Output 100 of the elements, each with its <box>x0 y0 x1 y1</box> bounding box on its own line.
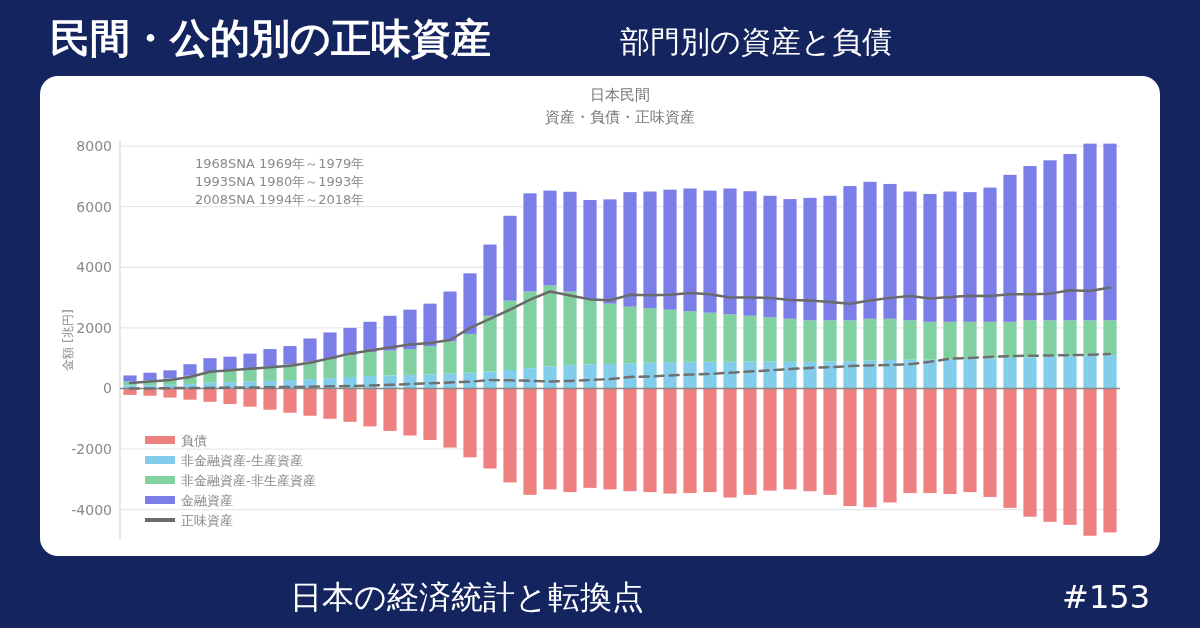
chart-subtitle: 資産・負債・正味資産 <box>545 108 695 126</box>
bar <box>283 388 297 413</box>
bar <box>343 327 357 356</box>
bar <box>783 361 797 389</box>
bar <box>363 388 377 427</box>
bar <box>463 273 477 334</box>
bar <box>583 364 597 389</box>
legend-label: 金融資産 <box>181 493 233 508</box>
text: 部門別の資産と負債 <box>620 24 892 59</box>
bar <box>483 244 497 316</box>
bar <box>503 215 517 301</box>
bar <box>983 358 997 389</box>
bar <box>703 312 717 362</box>
bar <box>1043 388 1057 522</box>
bar <box>403 349 417 375</box>
bar <box>923 388 937 494</box>
bar <box>803 197 817 321</box>
text: 民間・公的別の正味資産 <box>50 15 491 61</box>
bar <box>963 192 977 322</box>
bar <box>643 308 657 363</box>
bar <box>863 318 877 361</box>
bar <box>1063 388 1077 525</box>
bar <box>183 388 197 400</box>
bar <box>1103 388 1117 533</box>
bar <box>983 388 997 497</box>
bar <box>523 291 537 369</box>
text: #153 <box>1062 578 1150 616</box>
text: 日本の経済統計と転換点 <box>290 578 644 616</box>
bar <box>203 358 217 372</box>
bar <box>823 388 837 495</box>
bar <box>843 320 857 362</box>
y-tick-label: -4000 <box>71 501 112 518</box>
bar <box>703 361 717 389</box>
bar <box>603 303 617 364</box>
bar <box>1023 388 1037 517</box>
bar <box>483 315 497 372</box>
bar <box>343 355 357 377</box>
bar <box>963 388 977 493</box>
y-tick-label: 8000 <box>76 138 112 155</box>
bar <box>1003 174 1017 322</box>
legend-label: 非金融資産-非生産資産 <box>181 473 316 488</box>
bar <box>223 356 237 370</box>
bar <box>563 191 577 292</box>
bar <box>643 362 657 389</box>
bar <box>283 346 297 365</box>
bar <box>963 321 977 360</box>
bar <box>243 368 257 382</box>
bar <box>923 321 937 360</box>
bar <box>263 349 277 367</box>
bar <box>723 314 737 362</box>
bar <box>863 388 877 508</box>
bar <box>563 291 577 365</box>
annotation: 1968SNA 1969年～1979年 <box>195 156 365 171</box>
bar <box>743 361 757 389</box>
bar <box>423 303 437 347</box>
bar <box>403 388 417 436</box>
bar <box>523 368 537 389</box>
bar <box>1103 320 1117 356</box>
bar <box>703 190 717 313</box>
bar <box>783 199 797 319</box>
bar <box>863 360 877 389</box>
bar <box>883 318 897 360</box>
bar <box>903 320 917 360</box>
bar <box>343 388 357 422</box>
bar <box>643 191 657 309</box>
bar <box>543 285 557 367</box>
bar <box>743 191 757 316</box>
bar <box>1103 355 1117 389</box>
bar <box>383 350 397 376</box>
bar <box>1063 153 1077 321</box>
bar <box>843 388 857 507</box>
bar <box>543 190 557 286</box>
bar <box>943 388 957 494</box>
bar <box>663 362 677 389</box>
bar <box>683 388 697 494</box>
bar <box>223 388 237 404</box>
bar <box>943 321 957 360</box>
bar <box>363 321 377 353</box>
bar <box>1063 320 1077 357</box>
bar <box>943 191 957 322</box>
bar <box>803 361 817 389</box>
bar <box>1043 160 1057 321</box>
bar <box>1003 388 1017 508</box>
bar <box>923 359 937 389</box>
bar <box>703 388 717 493</box>
y-tick-label: -2000 <box>71 441 112 458</box>
y-tick-label: 6000 <box>76 198 112 215</box>
bar <box>723 188 737 315</box>
bar <box>523 388 537 495</box>
bar <box>983 321 997 359</box>
annotation: 2008SNA 1994年～2018年 <box>195 192 365 207</box>
bar <box>903 388 917 494</box>
bar <box>1103 143 1117 321</box>
bar <box>463 388 477 458</box>
bar <box>1023 357 1037 389</box>
bar <box>883 388 897 503</box>
bar <box>443 388 457 448</box>
bar <box>623 306 637 364</box>
bar <box>363 352 377 377</box>
bar <box>123 375 137 382</box>
